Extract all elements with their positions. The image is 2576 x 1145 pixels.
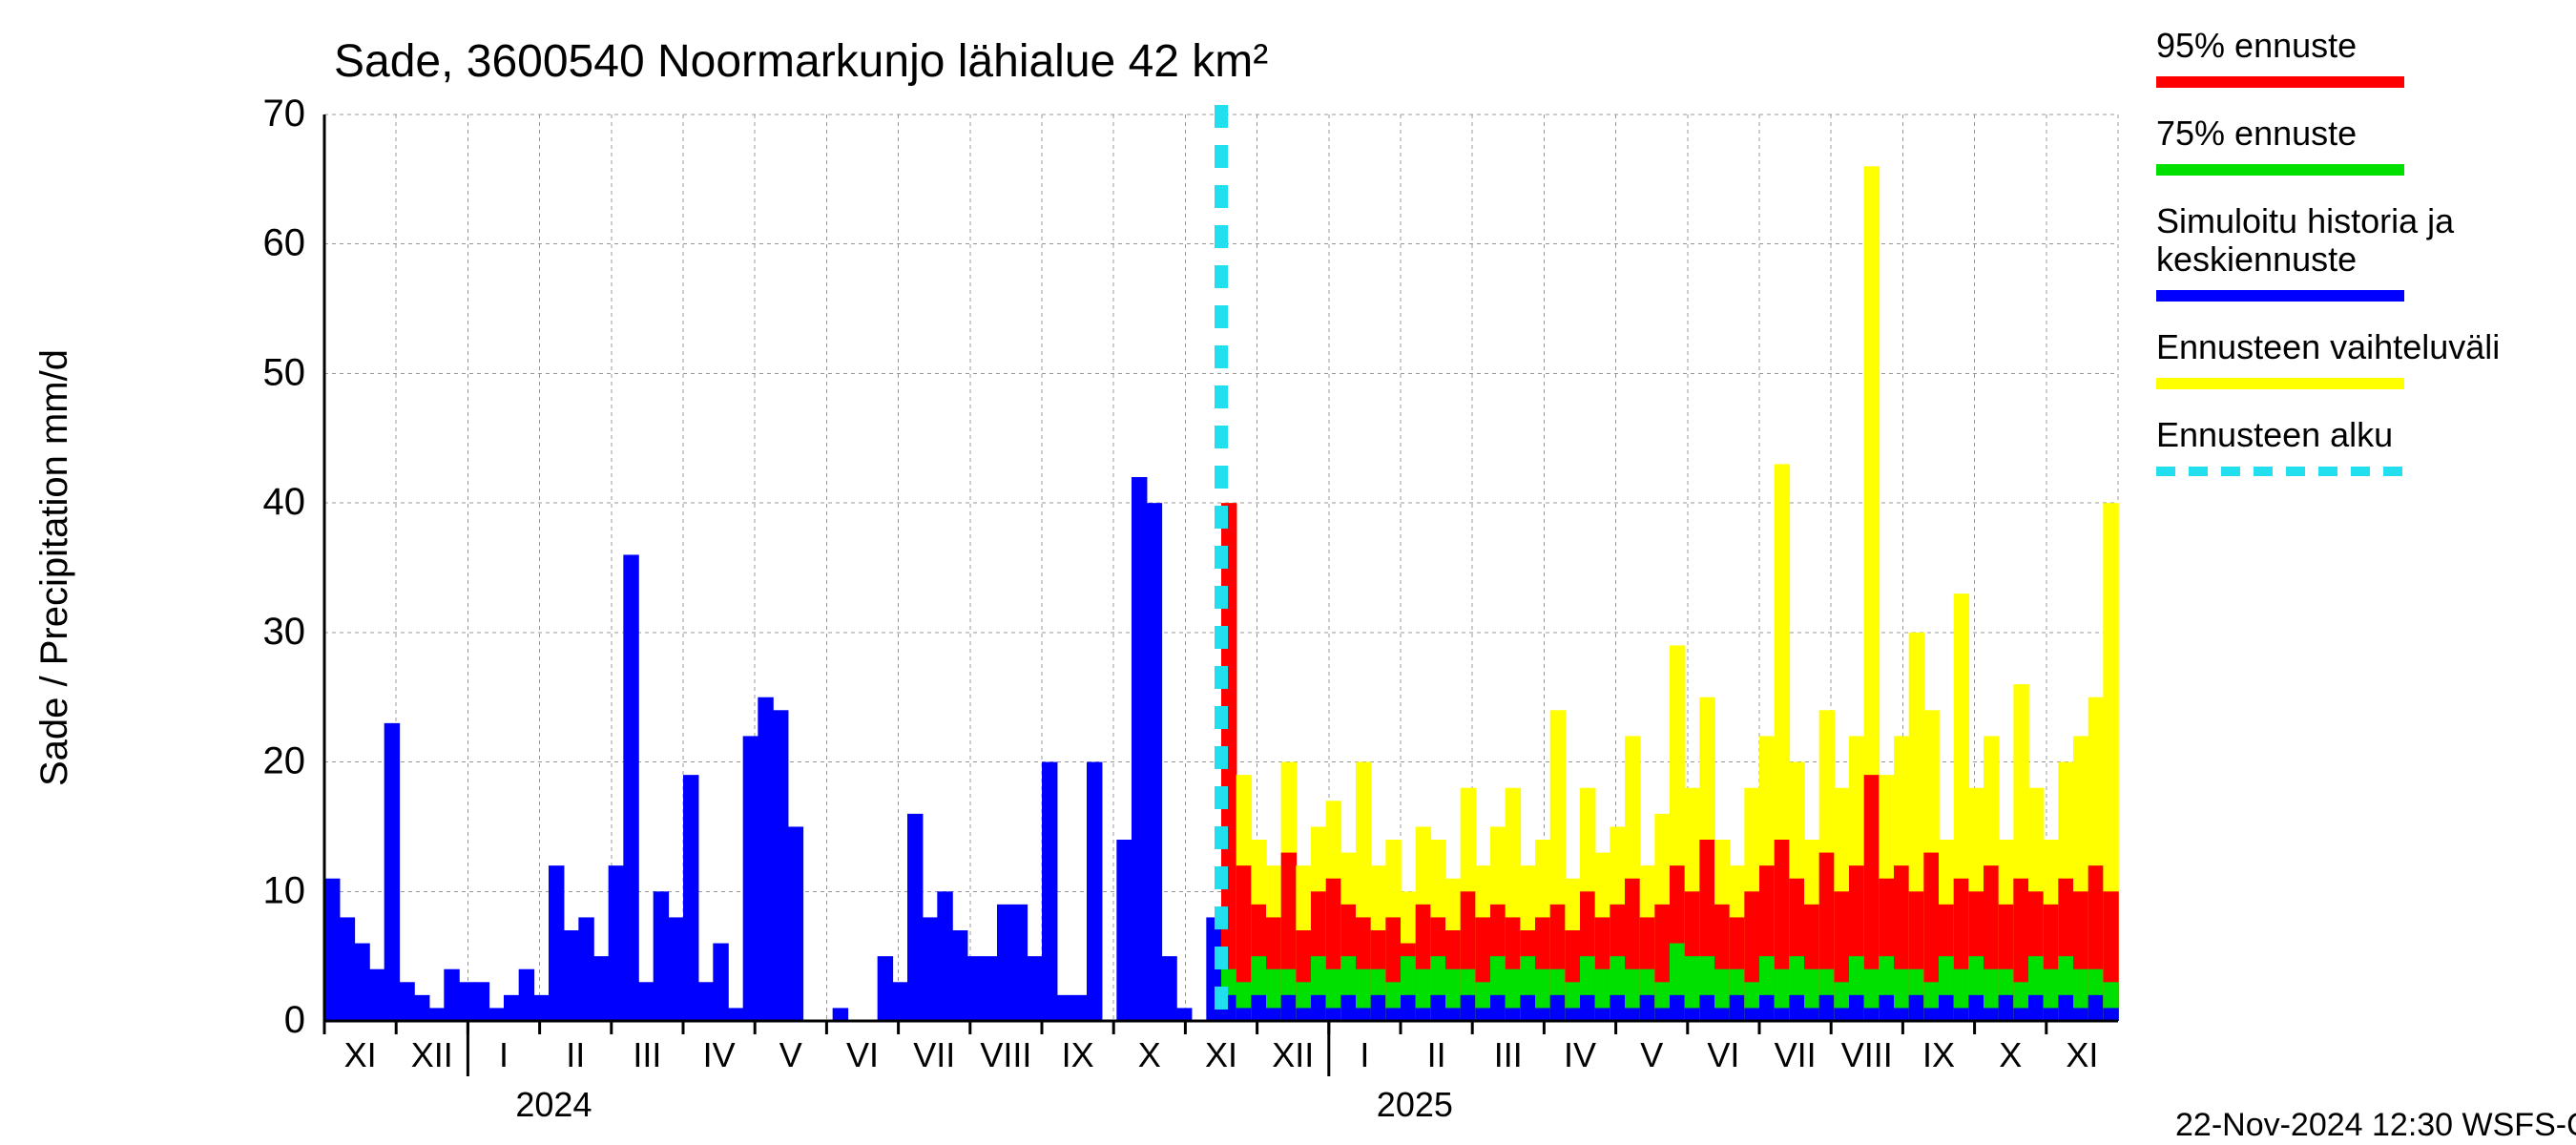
x-tick-month: V — [1640, 1035, 1663, 1074]
x-tick-month: VIII — [980, 1035, 1031, 1074]
y-tick-label: 30 — [263, 611, 306, 653]
x-tick-month: I — [1360, 1035, 1369, 1074]
x-tick-month: VII — [913, 1035, 955, 1074]
y-tick-label: 40 — [263, 481, 306, 523]
x-tick-month: X — [1138, 1035, 1161, 1074]
chart-title: Sade, 3600540 Noormarkunjo lähialue 42 k… — [334, 36, 1268, 87]
legend-label: 75% ennuste — [2156, 114, 2357, 153]
x-tick-month: X — [1999, 1035, 2022, 1074]
y-tick-label: 70 — [263, 93, 306, 135]
y-tick-label: 60 — [263, 222, 306, 264]
x-tick-month: XI — [344, 1035, 377, 1074]
x-tick-month: III — [1494, 1035, 1523, 1074]
x-tick-month: VIII — [1841, 1035, 1893, 1074]
x-tick-month: II — [566, 1035, 585, 1074]
legend: 95% ennuste 75% ennuste Simuloitu historia… — [2156, 26, 2500, 471]
y-tick-label: 10 — [263, 869, 306, 911]
x-tick-month: III — [633, 1035, 661, 1074]
x-tick-month: VII — [1775, 1035, 1817, 1074]
chart-footer: 22-Nov-2024 12:30 WSFS-O — [2175, 1107, 2576, 1143]
y-tick-label: 0 — [284, 999, 305, 1041]
x-tick-month: XI — [2066, 1035, 2098, 1074]
x-tick-year: 2025 — [1377, 1085, 1453, 1124]
x-tick-month: IV — [1564, 1035, 1596, 1074]
x-tick-month: XII — [1272, 1035, 1314, 1074]
x-tick-year: 2024 — [515, 1085, 592, 1124]
x-tick-month: V — [779, 1035, 802, 1074]
x-tick-month: VI — [1707, 1035, 1739, 1074]
legend-label: Ennusteen alku — [2156, 415, 2393, 454]
x-tick-month: XII — [411, 1035, 453, 1074]
y-tick-label: 20 — [263, 740, 306, 782]
legend-label: keskiennuste — [2156, 239, 2357, 279]
legend-label: 95% ennuste — [2156, 26, 2357, 65]
y-axis-label: Sade / Precipitation mm/d — [33, 349, 75, 786]
x-tick-month: I — [499, 1035, 509, 1074]
x-tick-month: VI — [846, 1035, 879, 1074]
x-tick-month: IV — [703, 1035, 736, 1074]
x-tick-month: II — [1427, 1035, 1446, 1074]
x-tick-month: XI — [1205, 1035, 1237, 1074]
legend-label: Ennusteen vaihteluväli — [2156, 327, 2500, 366]
x-tick-month: IX — [1062, 1035, 1094, 1074]
y-tick-label: 50 — [263, 351, 306, 393]
x-tick-month: IX — [1922, 1035, 1955, 1074]
legend-label: Simuloitu historia ja — [2156, 201, 2455, 240]
